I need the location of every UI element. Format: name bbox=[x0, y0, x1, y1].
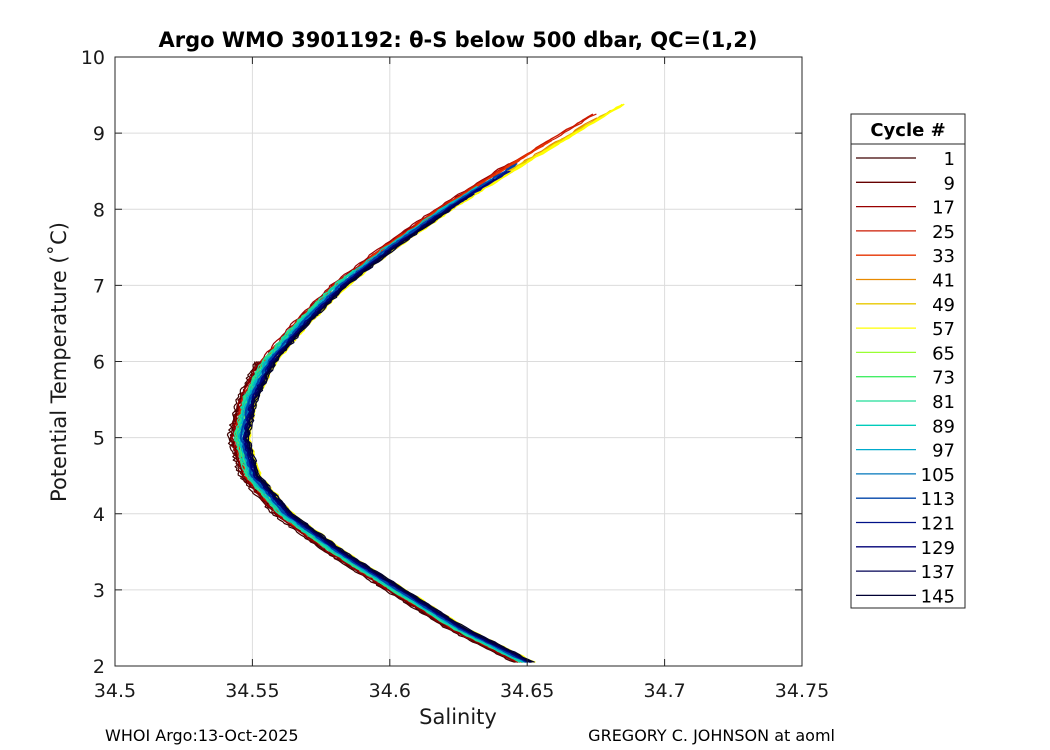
series-line-cycle-145 bbox=[247, 208, 535, 663]
grid-lines bbox=[115, 57, 802, 666]
legend-entry-label: 129 bbox=[921, 538, 955, 559]
legend-entry-label: 33 bbox=[932, 246, 955, 267]
legend-entry-label: 81 bbox=[932, 392, 955, 413]
legend-title: Cycle # bbox=[870, 120, 945, 141]
legend-entry-label: 41 bbox=[932, 271, 955, 292]
series-lines bbox=[226, 103, 625, 663]
x-axis-label: Salinity bbox=[419, 705, 497, 729]
legend-entry-label: 89 bbox=[932, 416, 955, 437]
legend-entry-label: 137 bbox=[921, 562, 955, 583]
legend-entry-label: 57 bbox=[932, 319, 955, 340]
legend: Cycle # 1 9 17 25 33 41 49 57 65 73 81 89 97 105 113 12… bbox=[850, 113, 966, 609]
x-tick-label: 34.65 bbox=[500, 680, 554, 702]
series-line-cycle-1 bbox=[226, 361, 515, 663]
legend-entry-label: 9 bbox=[944, 173, 955, 194]
y-tick-label: 6 bbox=[93, 352, 105, 374]
y-tick-label: 10 bbox=[81, 47, 105, 69]
legend-entry-label: 49 bbox=[932, 295, 955, 316]
legend-entry-label: 25 bbox=[932, 222, 955, 243]
legend-entry-label: 17 bbox=[932, 198, 955, 219]
x-tick-label: 34.7 bbox=[643, 680, 685, 702]
series-line-cycle-9 bbox=[230, 361, 516, 663]
legend-entry-label: 121 bbox=[921, 514, 955, 535]
legend-entry-label: 73 bbox=[932, 368, 955, 389]
footer-source: WHOI Argo:13-Oct-2025 bbox=[105, 726, 299, 745]
y-tick-label: 4 bbox=[93, 504, 105, 526]
x-tick-label: 34.55 bbox=[225, 680, 279, 702]
y-tick-label: 3 bbox=[93, 580, 105, 602]
axis-ticks: 34.5 34.55 34.6 34.65 34.7 34.75 2 3 4 5 6 7 8 9 10 bbox=[81, 47, 829, 702]
chart-title: Argo WMO 3901192: θ-S below 500 dbar, QC… bbox=[159, 28, 758, 52]
legend-box bbox=[850, 113, 966, 609]
footer-author: GREGORY C. JOHNSON at aoml bbox=[588, 726, 835, 745]
legend-entries: 1 9 17 25 33 41 49 57 65 73 81 89 97 105 113 121 129 137 1… bbox=[856, 149, 955, 607]
legend-entry-label: 113 bbox=[921, 489, 955, 510]
y-tick-label: 8 bbox=[93, 199, 105, 221]
x-tick-label: 34.75 bbox=[775, 680, 829, 702]
legend-entry-label: 65 bbox=[932, 343, 955, 364]
series-line-cycle-81 bbox=[233, 269, 521, 663]
y-tick-label: 9 bbox=[93, 123, 105, 145]
legend-entry-label: 145 bbox=[921, 586, 955, 607]
x-tick-label: 34.5 bbox=[94, 680, 136, 702]
legend-entry-label: 97 bbox=[932, 441, 955, 462]
x-tick-label: 34.6 bbox=[369, 680, 411, 702]
legend-entry-label: 105 bbox=[921, 465, 955, 486]
series-line-cycle-89 bbox=[236, 185, 523, 663]
legend-entry-label: 1 bbox=[944, 149, 955, 170]
y-axis-label: Potential Temperature (˚C) bbox=[47, 222, 71, 502]
series-line-cycle-17 bbox=[230, 163, 519, 663]
y-tick-label: 7 bbox=[93, 275, 105, 297]
y-tick-label: 5 bbox=[93, 428, 105, 450]
y-tick-label: 2 bbox=[93, 656, 105, 678]
